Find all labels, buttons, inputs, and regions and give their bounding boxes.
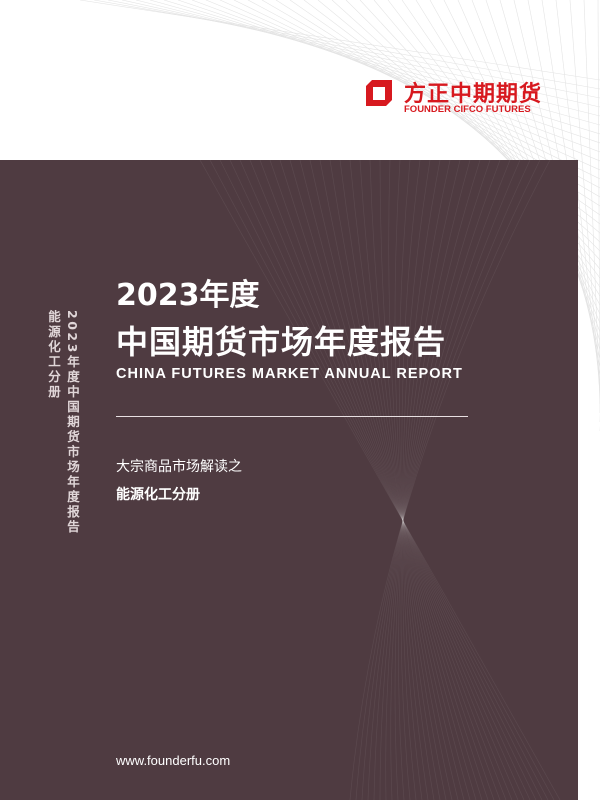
panel-line [309,160,495,800]
panel-line [199,160,561,800]
subtitle-volume: 能源化工分册 [116,487,200,503]
panel-line [369,160,459,800]
logo-mark-icon [366,80,392,106]
title-divider [116,416,468,417]
logo-name-en: FOUNDER CIFCO FUTURES [404,104,531,115]
panel-line [269,160,519,800]
background-line [135,0,600,117]
panel-line [209,160,555,800]
panel-line [355,160,541,800]
panel-line [373,160,511,800]
report-title: 中国期货市场年度报告 [116,323,447,361]
panel-line [249,160,531,800]
background-line [121,0,600,108]
panel-line [319,160,489,800]
subtitle-series: 大宗商品市场解读之 [116,459,242,475]
panel-line [329,160,483,800]
panel-line [299,160,501,800]
panel-line [390,160,481,800]
report-title-en: CHINA FUTURES MARKET ANNUAL REPORT [116,366,463,382]
panel-line [349,160,471,800]
company-logo: 方正中期期货 FOUNDER CIFCO FUTURES [364,72,564,122]
panel-line [349,160,551,800]
background-line [79,0,600,81]
background-line [163,0,600,135]
panel-line [400,160,451,800]
panel-line [398,160,461,800]
panel-line [394,160,441,800]
background-line [583,0,600,405]
panel-line [219,160,549,800]
panel-line-pattern [199,160,561,800]
report-year: 2023年度 [116,278,260,313]
panel-line [359,160,465,800]
panel-line [394,160,471,800]
panel-line [259,160,525,800]
panel-line [339,160,477,800]
background-line [555,0,600,387]
panel-line [361,160,531,800]
spine-title: 2023年度中国期货市场年度报告 [65,310,80,535]
website-link[interactable]: www.founderfu.com [116,753,231,768]
logo-name-cn: 方正中期期货 [404,82,543,107]
background-line [107,0,600,99]
background-line [569,0,600,396]
panel-line [229,160,543,800]
panel-line [279,160,513,800]
spine-text: 2023年度中国期货市场年度报告 能源化工分册 [44,310,82,535]
panel-line [398,160,435,800]
panel-line [388,160,447,800]
panel-line [401,160,429,800]
panel-line [379,160,501,800]
background-line [149,0,600,126]
cover-panel [0,160,578,800]
panel-line [379,160,453,800]
panel-line [367,160,521,800]
panel-line [239,160,537,800]
panel-line [289,160,507,800]
panel-line [385,160,491,800]
background-line [93,0,600,90]
panel-line [402,160,431,800]
panel-line [402,160,441,800]
spine-volume: 能源化工分册 [46,310,61,400]
